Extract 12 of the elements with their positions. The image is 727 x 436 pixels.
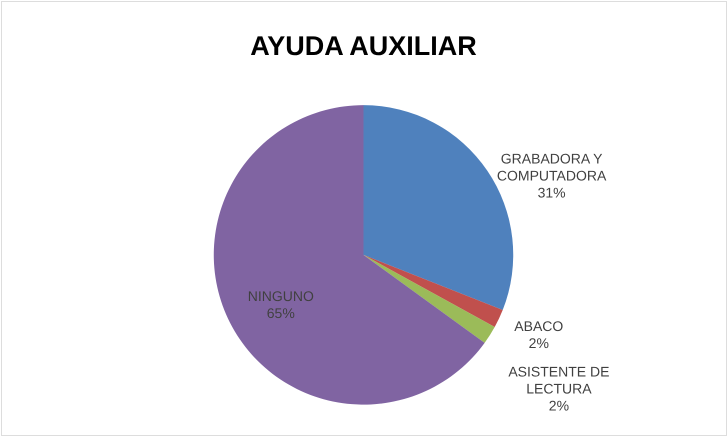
pie-slice xyxy=(214,105,485,404)
data-label: 2% xyxy=(548,398,570,414)
pie-slice xyxy=(364,254,503,328)
data-label: 31% xyxy=(538,184,566,200)
slice-label: ASISTENTE DE LECTURA xyxy=(508,364,610,397)
slice-label: ABACO xyxy=(514,318,564,334)
chart-title: AYUDA AUXILIAR xyxy=(250,31,477,61)
data-label: 65% xyxy=(266,305,295,322)
data-label: 2% xyxy=(528,335,549,352)
slice-label: NINGUNO xyxy=(248,288,314,304)
slice-label: GRABADORA Y COMPUTADORA xyxy=(496,150,607,184)
pie-slice xyxy=(364,254,495,343)
